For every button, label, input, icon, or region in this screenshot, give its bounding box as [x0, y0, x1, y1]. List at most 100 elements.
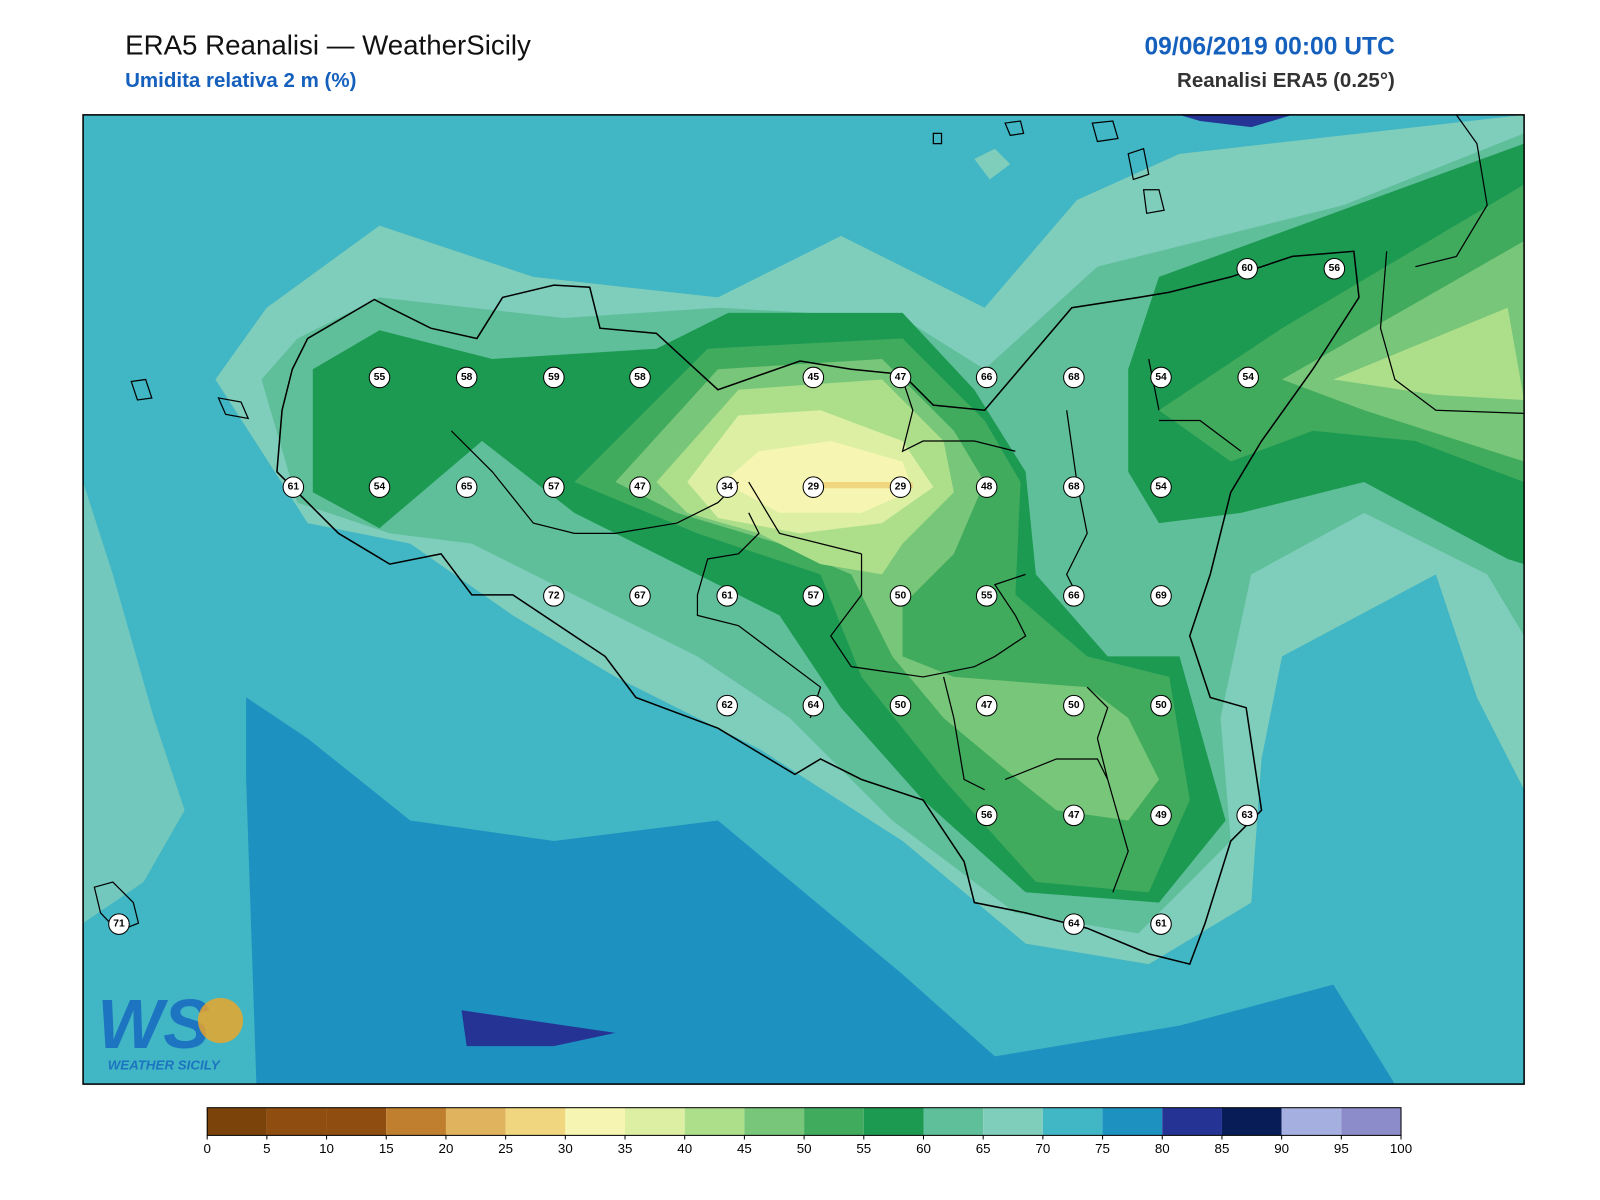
map: 55 58 59 58 45 47 66 68 54 54 60 56 61 54 65 57 47 34 29 29…: [82, 114, 1525, 1085]
logo-text: WEATHER SICILY: [108, 1058, 221, 1073]
colorbar-swatch: [1281, 1107, 1342, 1136]
colorbar-swatch: [1102, 1107, 1163, 1136]
station-value: 68: [1068, 372, 1080, 383]
colorbar-label: 80: [1155, 1141, 1170, 1156]
colorbar-label: 30: [558, 1141, 573, 1156]
station-marker: [1236, 804, 1258, 827]
station-value: 48: [981, 482, 993, 493]
station-value: 64: [1068, 919, 1080, 930]
station-marker: [1150, 366, 1172, 389]
colorbar-label: 20: [439, 1141, 454, 1156]
station-marker: [108, 913, 130, 935]
station-marker: [975, 366, 998, 389]
station-value: 67: [634, 590, 646, 601]
station-value: 55: [374, 372, 386, 383]
station-value: 54: [1243, 372, 1255, 383]
station-value: 50: [1155, 700, 1167, 711]
station-value: 55: [981, 590, 993, 601]
station-marker: [1063, 366, 1085, 389]
colorbar-swatch: [1341, 1107, 1402, 1136]
station-marker: [543, 476, 565, 498]
station-marker: [455, 476, 478, 498]
colorbar-swatch: [445, 1107, 506, 1136]
colorbar-swatch: [684, 1107, 745, 1136]
station-value: 61: [721, 590, 733, 601]
colorbar-swatch: [505, 1107, 566, 1136]
station-marker: [975, 694, 998, 717]
colorbar-label: 65: [976, 1141, 991, 1156]
colorbar-swatch: [207, 1107, 267, 1136]
colorbar-label: 0: [203, 1141, 210, 1156]
station-value: 62: [721, 700, 733, 711]
station-marker: [1063, 585, 1085, 607]
station-value: 57: [548, 482, 560, 493]
station-value: 54: [1155, 482, 1167, 493]
station-marker: [802, 694, 825, 717]
station-marker: [889, 366, 912, 389]
colorbar-swatch: [266, 1107, 327, 1136]
station-marker: [802, 476, 825, 498]
station-value: 58: [634, 372, 646, 383]
station-marker: [455, 366, 478, 389]
station-marker: [716, 585, 738, 607]
stations: 55 58 59 58 45 47 66 68 54 54 60 56 61 54 65 57 47 34 29 29…: [108, 257, 1346, 935]
station-marker: [1150, 476, 1172, 498]
colorbar-swatch: [804, 1107, 864, 1136]
colorbar-label: 70: [1035, 1141, 1050, 1156]
station-marker: [1063, 804, 1085, 827]
colorbar-label: 5: [263, 1141, 270, 1156]
station-marker: [716, 694, 738, 717]
station-value: 59: [548, 372, 560, 383]
station-marker: [975, 476, 998, 498]
source: Reanalisi ERA5 (0.25°): [1177, 69, 1395, 92]
colorbar-label: 25: [498, 1141, 513, 1156]
station-value: 69: [1155, 590, 1167, 601]
station-value: 61: [1155, 919, 1167, 930]
colorbar-label: 100: [1390, 1141, 1412, 1156]
colorbar-label: 35: [618, 1141, 633, 1156]
station-marker: [716, 476, 738, 498]
station-value: 66: [981, 372, 993, 383]
station-value: 34: [721, 482, 733, 493]
station-marker: [1063, 694, 1085, 717]
logo: WS WEATHER SICILY: [97, 985, 244, 1073]
station-marker: [629, 585, 651, 607]
station-marker: [889, 694, 912, 717]
colorbar-swatch: [1221, 1107, 1282, 1136]
station-marker: [629, 366, 651, 389]
station-marker: [282, 476, 305, 498]
date: 09/06/2019 00:00 UTC: [1144, 33, 1395, 60]
colorbar-swatch: [1162, 1107, 1222, 1136]
colorbar-label: 90: [1274, 1141, 1289, 1156]
colorbar-swatch: [923, 1107, 984, 1136]
station-marker: [975, 585, 998, 607]
colorbar-label: 15: [379, 1141, 394, 1156]
station-marker: [1150, 804, 1172, 827]
colorbar-label: 75: [1095, 1141, 1110, 1156]
station-marker: [1237, 366, 1259, 389]
station-marker: [975, 804, 998, 827]
colorbar-label: 60: [916, 1141, 931, 1156]
station-value: 65: [461, 482, 473, 493]
station-marker: [802, 585, 825, 607]
station-value: 50: [895, 590, 907, 601]
colorbar-label: 45: [737, 1141, 752, 1156]
colorbar-swatch: [983, 1107, 1043, 1136]
station-value: 45: [808, 372, 820, 383]
station-value: 54: [374, 482, 386, 493]
station-marker: [629, 476, 651, 498]
colorbar-label: 95: [1334, 1141, 1349, 1156]
station-value: 50: [895, 700, 907, 711]
station-value: 58: [461, 372, 473, 383]
station-marker: [368, 476, 391, 498]
station-value: 29: [895, 482, 907, 493]
colorbar-label: 10: [319, 1141, 334, 1156]
station-marker: [1063, 476, 1085, 498]
station-marker: [543, 585, 565, 607]
station-marker: [1236, 257, 1258, 280]
station-value: 66: [1068, 590, 1080, 601]
station-value: 68: [1068, 482, 1080, 493]
station-marker: [1150, 585, 1172, 607]
colorbar-swatch: [744, 1107, 805, 1136]
